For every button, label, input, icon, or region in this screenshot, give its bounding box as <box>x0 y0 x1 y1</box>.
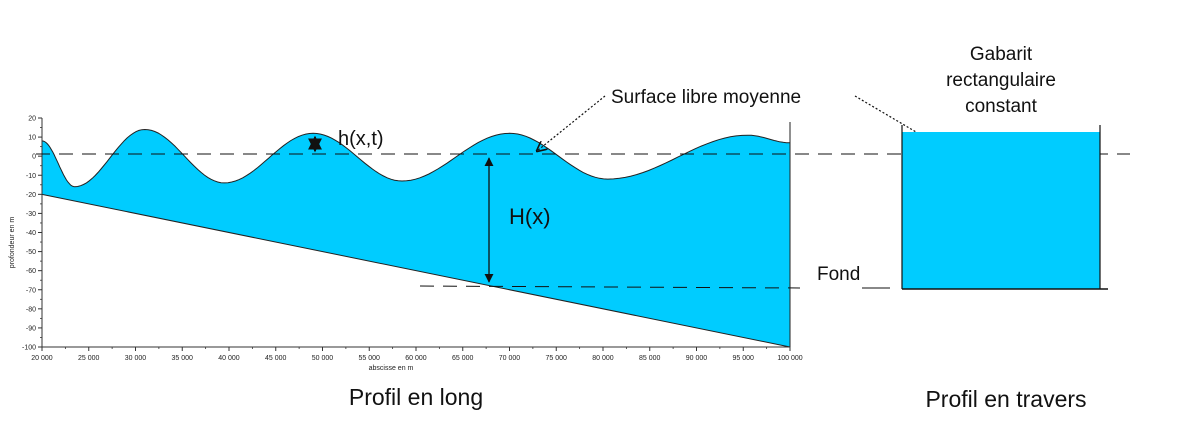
y-tick-label: -40 <box>26 230 36 237</box>
cross-profile-caption: Profil en travers <box>925 386 1086 412</box>
x-tick-label: 80 000 <box>592 355 614 362</box>
y-tick-label: -80 <box>26 306 36 313</box>
gauge-label-line2: rectangulaire <box>946 70 1056 91</box>
cross-section-water <box>902 132 1100 289</box>
y-tick-label: -60 <box>26 268 36 275</box>
gauge-label-line3: constant <box>965 96 1038 117</box>
axes: 20 10 0 -10 -20 -30 -40 -50 -60 -70 -80 -90 -100 20 0… <box>9 116 803 373</box>
x-axis-title: abscisse en m <box>369 365 414 372</box>
bottom-level-line <box>419 285 801 289</box>
x-tick-label: 60 000 <box>405 355 427 362</box>
x-tick-label: 35 000 <box>172 355 194 362</box>
x-tick-label: 65 000 <box>452 355 474 362</box>
mean-surface-pointer-left <box>537 95 606 151</box>
x-tick-label: 40 000 <box>218 355 240 362</box>
y-tick-label: -20 <box>26 192 36 199</box>
x-tick-label: 100 000 <box>777 355 802 362</box>
y-tick-label: 10 <box>28 135 36 142</box>
cross-section <box>901 125 1108 290</box>
y-tick-label: -100 <box>22 345 36 352</box>
y-tick-label: 20 <box>28 116 36 123</box>
wave-height-label: h(x,t) <box>338 128 384 150</box>
bottom-line <box>41 193 791 348</box>
y-tick-label: -90 <box>26 325 36 332</box>
mean-surface-label: Surface libre moyenne <box>611 87 801 108</box>
long-profile-caption: Profil en long <box>349 384 483 410</box>
y-axis-title: profondeur en m <box>9 217 16 269</box>
x-tick-label: 70 000 <box>499 355 521 362</box>
x-tick-label: 55 000 <box>359 355 381 362</box>
long-profile-plot: 20 10 0 -10 -20 -30 -40 -50 -60 -70 -80 -90 -100 20 0… <box>9 116 803 373</box>
y-tick-label: 0 <box>32 154 36 161</box>
x-tick-label: 90 000 <box>686 355 708 362</box>
y-tick-label: -30 <box>26 211 36 218</box>
x-tick-label: 50 000 <box>312 355 334 362</box>
x-tick-label: 85 000 <box>639 355 661 362</box>
free-surface-line <box>41 128 790 188</box>
x-tick-label: 25 000 <box>78 355 100 362</box>
bottom-label: Fond <box>817 264 860 285</box>
x-tick-label: 95 000 <box>733 355 755 362</box>
y-tick-label: -70 <box>26 287 36 294</box>
x-tick-label: 45 000 <box>265 355 287 362</box>
y-tick-label: -10 <box>26 173 36 180</box>
depth-label: H(x) <box>509 204 551 229</box>
x-tick-label: 20 000 <box>31 355 53 362</box>
gauge-label-line1: Gabarit <box>970 44 1033 65</box>
x-tick-label: 75 000 <box>546 355 568 362</box>
x-tick-label: 30 000 <box>125 355 147 362</box>
y-tick-label: -50 <box>26 249 36 256</box>
water-area <box>42 129 790 347</box>
